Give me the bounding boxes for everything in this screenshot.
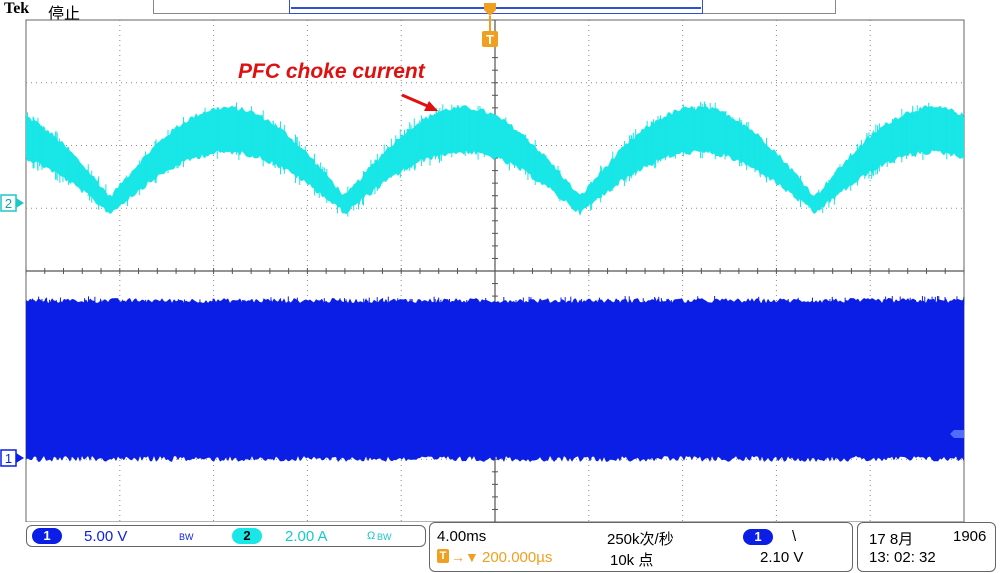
year: 1906 <box>953 528 987 545</box>
ch2-waveform <box>26 101 964 217</box>
record-view-window[interactable] <box>289 0 703 14</box>
record-length: 10k 点 <box>610 552 654 569</box>
readout-bar: 1 5.00 V BW 2 2.00 A Ω BW 4.00ms 250k次/秒… <box>0 522 1000 573</box>
graticule-grid <box>25 19 965 522</box>
ch2-bw-label: BW <box>377 532 392 542</box>
ch1-marker-label: 1 <box>5 451 12 466</box>
sample-rate: 250k次/秒 <box>607 531 674 548</box>
annotation-text: PFC choke current <box>238 60 426 83</box>
timebase-scale: 4.00ms <box>437 528 487 545</box>
ch1-envelope <box>26 298 964 462</box>
trigger-level: 2.10 V <box>760 549 804 566</box>
trigger-source-badge: 1 <box>743 529 773 545</box>
ch2-marker-label: 2 <box>5 196 12 211</box>
scope-display: T 2 1 PFC choke current <box>0 3 965 522</box>
trigger-position-icon: T <box>437 549 449 563</box>
acquisition-status: 停止 <box>48 6 81 23</box>
time: 13: 02: 32 <box>869 549 936 566</box>
ch1-badge: 1 <box>32 528 62 544</box>
trigger-position-value: 200.000µs <box>482 549 553 566</box>
trigger-slope-icon: \ <box>792 528 797 545</box>
trigger-position-marker[interactable]: T <box>482 3 498 47</box>
ch2-coupling-label: Ω <box>367 530 376 542</box>
annotation-arrow <box>401 93 438 111</box>
horizontal-readout-box[interactable]: 4.00ms 250k次/秒 T →▼ 200.000µs 10k 点 1 \ … <box>429 522 853 572</box>
ch2-ground-marker[interactable]: 2 <box>0 194 24 212</box>
ch1-waveform <box>26 296 965 462</box>
ch2-badge: 2 <box>232 528 262 544</box>
trigger-level-marker[interactable] <box>950 430 964 438</box>
trigger-position-arrow-icon: →▼ <box>451 549 479 565</box>
date: 17 8月 <box>869 531 914 548</box>
datetime-box: 17 8月 1906 13: 02: 32 <box>857 522 996 572</box>
ch1-scale: 5.00 V <box>84 528 128 545</box>
ch2-envelope <box>26 105 964 216</box>
ch1-bw-label: BW <box>179 532 194 542</box>
ch1-ground-marker[interactable]: 1 <box>0 449 24 467</box>
brand-logo: Tek <box>4 0 30 17</box>
trigger-marker-label: T <box>486 32 494 47</box>
channel-readout-box[interactable]: 1 5.00 V BW 2 2.00 A Ω BW <box>26 525 426 547</box>
ch2-scale: 2.00 A <box>285 528 328 545</box>
